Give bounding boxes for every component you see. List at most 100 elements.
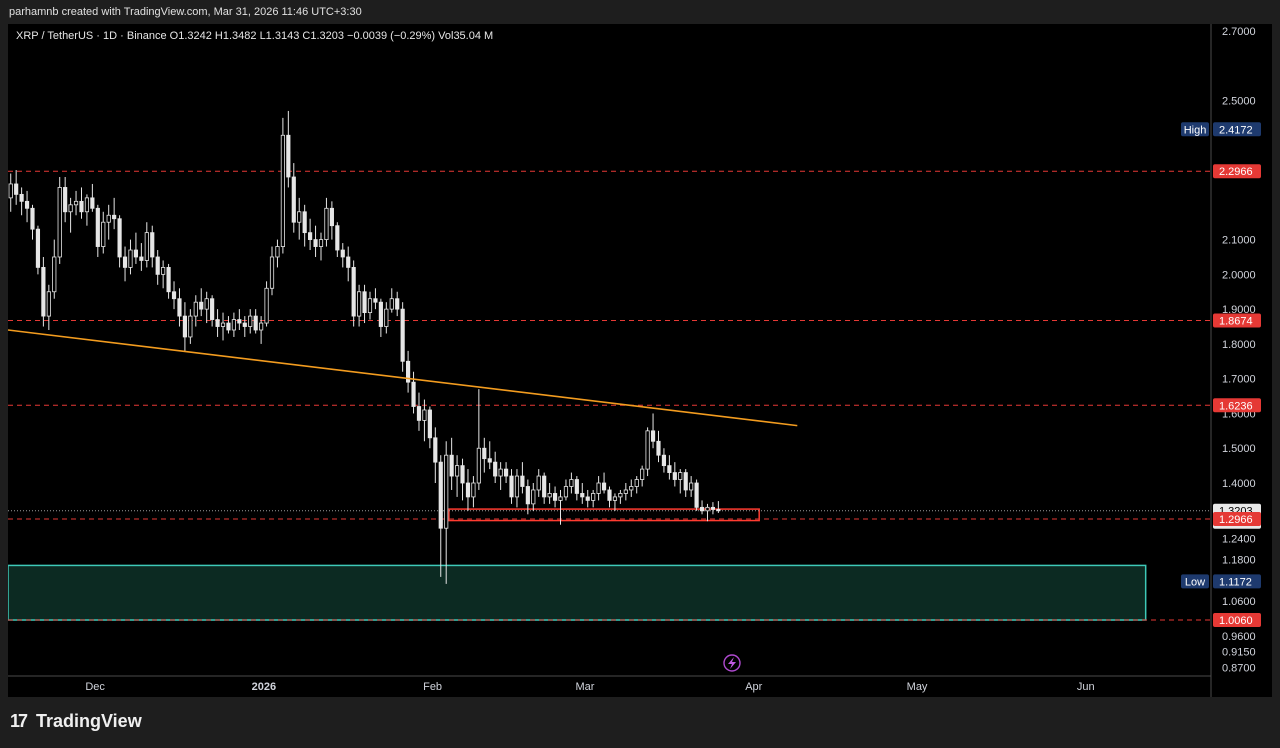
candle[interactable] bbox=[476, 389, 481, 490]
candle[interactable] bbox=[618, 489, 623, 504]
price-chart[interactable]: 2.7000 2.5000 2.1000 2.0000 1.9000 1.8000 1.70… bbox=[8, 24, 1272, 697]
candle[interactable] bbox=[710, 502, 716, 515]
candle[interactable] bbox=[612, 493, 618, 511]
candle[interactable] bbox=[259, 316, 264, 344]
candle[interactable] bbox=[634, 476, 639, 494]
candle[interactable] bbox=[210, 295, 215, 327]
candle[interactable] bbox=[422, 399, 427, 442]
candle[interactable] bbox=[416, 392, 422, 431]
candle[interactable] bbox=[346, 246, 351, 282]
candle[interactable] bbox=[329, 201, 334, 240]
candle[interactable] bbox=[57, 177, 62, 264]
candle[interactable] bbox=[231, 312, 236, 337]
candle[interactable] bbox=[542, 472, 547, 504]
candle[interactable] bbox=[139, 243, 144, 271]
candle[interactable] bbox=[552, 486, 558, 508]
candle[interactable] bbox=[672, 462, 677, 487]
candle[interactable] bbox=[46, 284, 51, 331]
candle[interactable] bbox=[629, 479, 634, 497]
candle[interactable] bbox=[351, 260, 356, 327]
demand-zone[interactable] bbox=[8, 564, 1147, 621]
candle[interactable] bbox=[503, 462, 509, 484]
candle[interactable] bbox=[694, 479, 699, 511]
candle[interactable] bbox=[24, 190, 30, 223]
candle[interactable] bbox=[509, 469, 514, 504]
candle[interactable] bbox=[242, 316, 247, 337]
trendline[interactable] bbox=[8, 329, 798, 427]
candle[interactable] bbox=[525, 479, 530, 515]
candle[interactable] bbox=[591, 489, 596, 508]
candle[interactable] bbox=[275, 239, 280, 268]
candle[interactable] bbox=[667, 455, 672, 480]
candle[interactable] bbox=[63, 177, 68, 223]
candle[interactable] bbox=[449, 437, 454, 490]
candle[interactable] bbox=[84, 194, 90, 226]
candle[interactable] bbox=[30, 204, 35, 240]
lightning-icon[interactable] bbox=[723, 654, 741, 672]
candle[interactable] bbox=[101, 211, 106, 254]
candle[interactable] bbox=[253, 309, 258, 334]
candle[interactable] bbox=[645, 427, 650, 477]
candle[interactable] bbox=[8, 173, 13, 212]
candle[interactable] bbox=[607, 486, 612, 508]
candle[interactable] bbox=[716, 501, 721, 513]
candle[interactable] bbox=[280, 117, 285, 254]
candle[interactable] bbox=[188, 309, 193, 344]
candle[interactable] bbox=[601, 472, 607, 494]
candle[interactable] bbox=[161, 260, 166, 289]
candle[interactable] bbox=[454, 455, 460, 497]
candle[interactable] bbox=[297, 197, 302, 240]
candle[interactable] bbox=[656, 430, 661, 463]
candle[interactable] bbox=[444, 441, 449, 584]
candle[interactable] bbox=[112, 197, 117, 230]
candle[interactable] bbox=[362, 284, 367, 324]
candle[interactable] bbox=[248, 309, 253, 334]
candle[interactable] bbox=[41, 256, 46, 327]
candle[interactable] bbox=[487, 441, 492, 470]
candle[interactable] bbox=[166, 263, 171, 299]
candle[interactable] bbox=[106, 204, 111, 240]
candle[interactable] bbox=[536, 469, 541, 497]
candle[interactable] bbox=[558, 489, 563, 525]
candle[interactable] bbox=[427, 406, 432, 449]
candle[interactable] bbox=[144, 222, 149, 268]
candle[interactable] bbox=[324, 197, 329, 247]
candle[interactable] bbox=[585, 489, 590, 508]
tradingview-logo[interactable]: 17 TradingView bbox=[10, 711, 142, 732]
candle[interactable] bbox=[411, 371, 416, 414]
candle[interactable] bbox=[133, 232, 139, 264]
candle[interactable] bbox=[155, 250, 160, 285]
candle[interactable] bbox=[357, 284, 362, 327]
candle[interactable] bbox=[378, 298, 383, 337]
candle[interactable] bbox=[182, 302, 187, 351]
candle[interactable] bbox=[520, 462, 525, 494]
candle[interactable] bbox=[596, 476, 601, 501]
candle[interactable] bbox=[465, 469, 471, 511]
candle[interactable] bbox=[689, 476, 694, 497]
candle[interactable] bbox=[171, 281, 177, 310]
candle[interactable] bbox=[340, 243, 345, 268]
candle[interactable] bbox=[678, 469, 683, 494]
candle[interactable] bbox=[14, 170, 19, 205]
candle[interactable] bbox=[19, 187, 24, 216]
candle[interactable] bbox=[318, 232, 324, 261]
candle[interactable] bbox=[73, 190, 79, 216]
candle[interactable] bbox=[79, 187, 84, 219]
candle[interactable] bbox=[313, 225, 318, 257]
candle[interactable] bbox=[482, 437, 487, 473]
candle[interactable] bbox=[193, 295, 198, 327]
candle[interactable] bbox=[574, 476, 579, 501]
candle[interactable] bbox=[395, 291, 400, 317]
candle[interactable] bbox=[699, 500, 705, 515]
candle[interactable] bbox=[569, 472, 574, 494]
candle[interactable] bbox=[220, 312, 226, 341]
candle[interactable] bbox=[215, 309, 220, 337]
candle[interactable] bbox=[683, 469, 688, 497]
candle[interactable] bbox=[547, 483, 552, 504]
candle[interactable] bbox=[264, 281, 269, 327]
candle[interactable] bbox=[384, 302, 389, 334]
candle[interactable] bbox=[471, 476, 476, 508]
candle[interactable] bbox=[269, 246, 275, 296]
candle[interactable] bbox=[623, 483, 628, 501]
candle[interactable] bbox=[68, 197, 73, 233]
